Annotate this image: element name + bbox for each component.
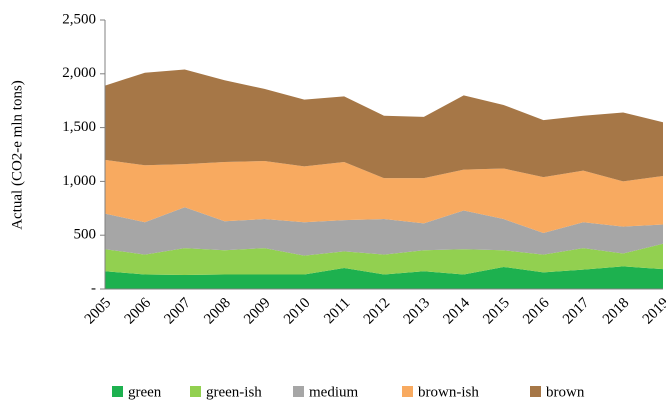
legend-swatch	[112, 386, 123, 397]
legend-label: brown-ish	[418, 384, 479, 400]
x-tick-label: 2018	[600, 295, 633, 328]
x-tick-label: 2017	[560, 295, 593, 328]
x-tick-label: 2015	[480, 295, 513, 328]
legend-swatch	[402, 386, 413, 397]
legend-label: green-ish	[206, 384, 262, 400]
x-tick-label: 2008	[201, 295, 234, 328]
x-tick-label: 2013	[401, 295, 434, 328]
y-tick-label: 500	[74, 227, 97, 243]
y-axis-label: Actual (CO2-e mln tons)	[9, 80, 25, 230]
y-tick-label: 2,500	[62, 11, 96, 27]
y-tick-label: -	[91, 280, 96, 296]
x-tick-label: 2011	[321, 295, 353, 327]
area	[105, 69, 663, 182]
legend-swatch	[190, 386, 201, 397]
x-tick-label: 2005	[82, 295, 115, 328]
area	[105, 243, 663, 276]
x-tick-label: 2006	[122, 295, 155, 328]
area	[105, 159, 663, 234]
area	[105, 207, 663, 256]
x-tick-label: 2019	[640, 295, 666, 328]
x-tick-label: 2012	[361, 295, 394, 328]
y-tick-label: 2,000	[62, 65, 96, 81]
legend-swatch	[293, 386, 304, 397]
legend-swatch	[530, 386, 541, 397]
x-tick-label: 2014	[440, 295, 473, 328]
x-tick-label: 2016	[520, 295, 553, 328]
legend-label: brown	[546, 384, 585, 400]
x-tick-label: 2010	[281, 295, 314, 328]
area	[105, 266, 663, 289]
y-tick-label: 1,000	[62, 173, 96, 189]
legend-label: green	[128, 384, 162, 400]
x-tick-label: 2009	[241, 295, 274, 328]
y-tick-label: 1,500	[62, 119, 96, 135]
legend-label: medium	[309, 384, 358, 400]
x-tick-label: 2007	[161, 295, 194, 328]
